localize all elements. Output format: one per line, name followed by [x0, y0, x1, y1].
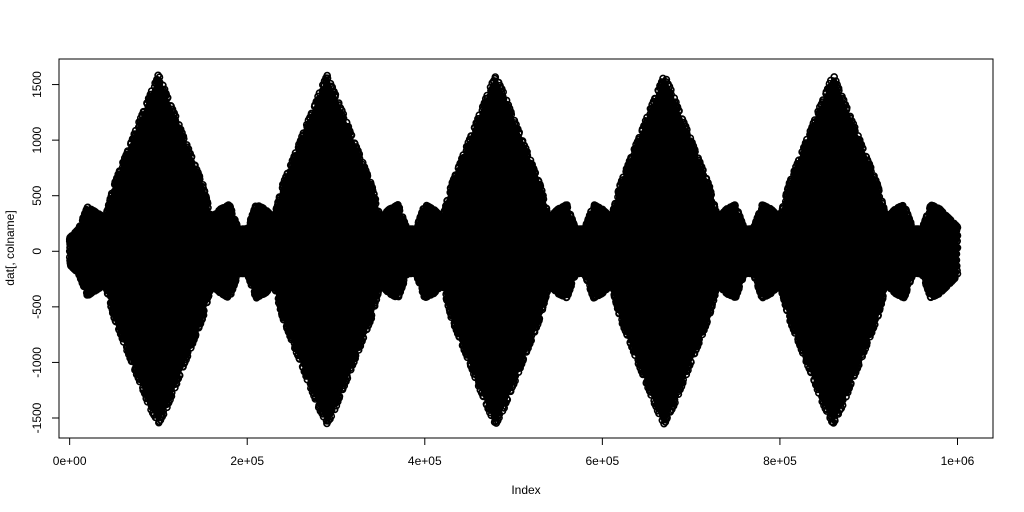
data-points-layer — [65, 71, 962, 428]
